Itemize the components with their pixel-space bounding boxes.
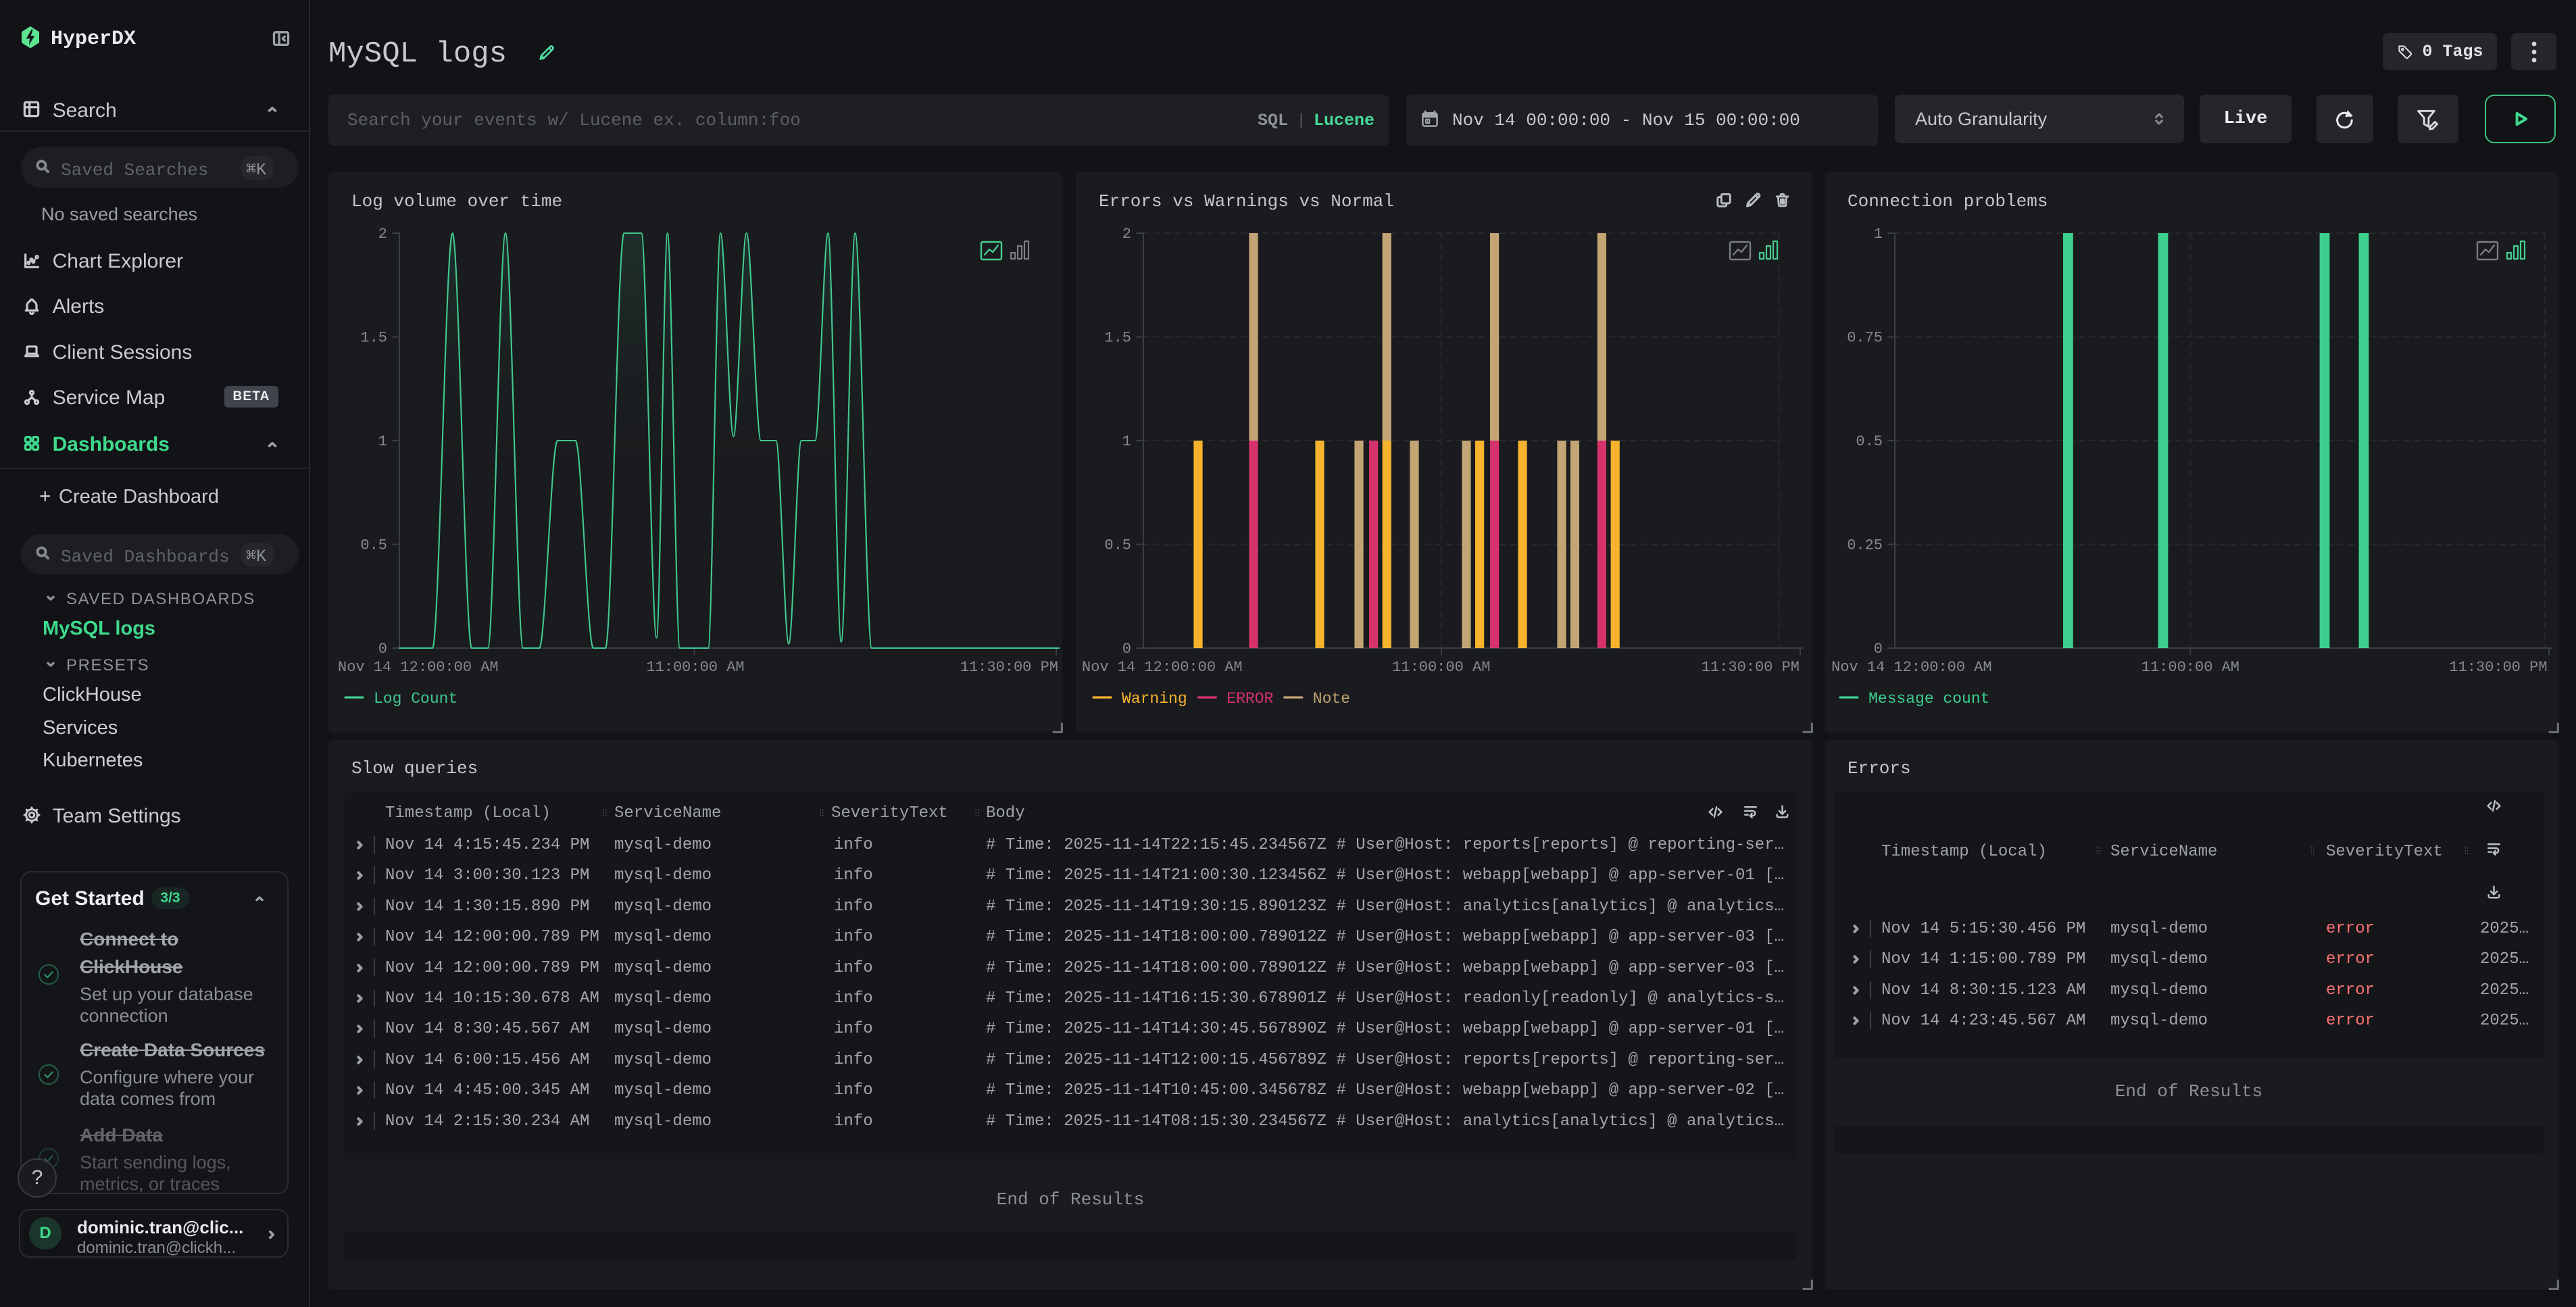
svg-text:Log Count: Log Count	[374, 690, 457, 708]
svg-text:Message count: Message count	[1868, 690, 1989, 708]
svg-text:1.5: 1.5	[360, 330, 387, 347]
svg-text:11:30:00 PM: 11:30:00 PM	[2449, 659, 2547, 676]
svg-text:Note: Note	[1313, 690, 1350, 708]
svg-text:0.25: 0.25	[1847, 537, 1883, 554]
svg-text:11:30:00 PM: 11:30:00 PM	[960, 659, 1058, 676]
svg-text:0: 0	[1122, 641, 1131, 658]
svg-text:0.5: 0.5	[1856, 433, 1883, 450]
svg-text:0: 0	[1874, 641, 1883, 658]
svg-text:11:30:00 PM: 11:30:00 PM	[1702, 659, 1800, 676]
svg-text:Warning: Warning	[1122, 690, 1187, 708]
svg-text:1: 1	[378, 433, 387, 450]
svg-text:1: 1	[1874, 226, 1883, 243]
svg-text:Nov 14 12:00:00 AM: Nov 14 12:00:00 AM	[1082, 659, 1243, 676]
svg-text:0.75: 0.75	[1847, 330, 1883, 347]
svg-text:11:00:00 AM: 11:00:00 AM	[2141, 659, 2239, 676]
svg-text:1: 1	[1122, 433, 1131, 450]
svg-text:11:00:00 AM: 11:00:00 AM	[646, 659, 744, 676]
svg-text:Nov 14 12:00:00 AM: Nov 14 12:00:00 AM	[338, 659, 499, 676]
svg-text:0.5: 0.5	[360, 537, 387, 554]
svg-text:2: 2	[1122, 226, 1131, 243]
svg-text:ERROR: ERROR	[1227, 690, 1273, 708]
svg-text:2: 2	[378, 226, 387, 243]
svg-text:11:00:00 AM: 11:00:00 AM	[1392, 659, 1490, 676]
svg-text:Nov 14 12:00:00 AM: Nov 14 12:00:00 AM	[1831, 659, 1992, 676]
svg-text:1.5: 1.5	[1104, 330, 1131, 347]
svg-text:0.5: 0.5	[1104, 537, 1131, 554]
svg-text:0: 0	[378, 641, 387, 658]
